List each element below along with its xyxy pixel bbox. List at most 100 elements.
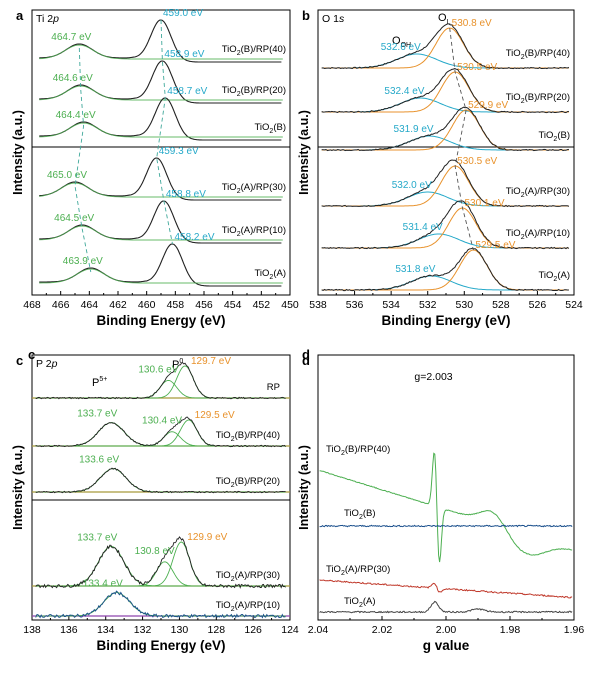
series-label: TiO2(A)	[344, 596, 376, 609]
series-label: TiO2(A)/RP(10)	[216, 600, 280, 613]
o1s-spectrum	[321, 23, 570, 70]
x-tick-label: 536	[346, 299, 364, 311]
x-tick-label: 460	[138, 299, 156, 311]
x-tick-label: 456	[195, 299, 213, 311]
panel-letter: d	[302, 353, 310, 368]
panel-letter: d	[302, 347, 310, 362]
x-axis-label: Binding Energy (eV)	[381, 313, 510, 328]
peak-label: 530.5 eV	[457, 156, 497, 167]
x-tick-label: 136	[60, 624, 78, 636]
x-tick-label: 2.02	[372, 624, 393, 636]
x-tick-label: 1.98	[500, 624, 521, 636]
o1s-oh-fit	[321, 275, 569, 291]
ti2p-spectrum	[39, 60, 282, 104]
p2p-spectrum	[35, 416, 286, 448]
p2p-fit	[35, 379, 286, 399]
series-label: TiO2(A)/RP(10)	[506, 228, 570, 241]
x-tick-label: 464	[81, 299, 99, 311]
guide-line	[156, 19, 173, 245]
series-label: TiO2(B)/RP(20)	[216, 476, 280, 489]
x-tick-label: 126	[244, 624, 262, 636]
x-tick-label: 538	[309, 299, 327, 311]
ti2p-fit	[39, 85, 283, 101]
ti2p-spectrum	[39, 200, 282, 244]
series-label: TiO2(A)	[538, 270, 570, 283]
p2p-spectrum	[35, 467, 286, 494]
x-tick-label: 534	[382, 299, 400, 311]
series-label: TiO2(B)/RP(40)	[222, 44, 286, 57]
series-label: TiO2(A)/RP(30)	[216, 570, 280, 583]
peak-label: 530.5 eV	[457, 62, 497, 73]
ti2p-fit	[39, 122, 283, 138]
peak-label: 532.6 eV	[381, 42, 421, 53]
peak-label: 459.3 eV	[159, 146, 199, 157]
p2p-spectrum	[35, 590, 286, 619]
series-label: TiO2(B)/RP(40)	[216, 430, 280, 443]
series-label: TiO2(B)/RP(20)	[506, 92, 570, 105]
y-axis-label: Intensity (a.u.)	[297, 110, 311, 195]
peak-label: 133.4 eV	[83, 579, 123, 590]
peak-label: 129.5 eV	[195, 410, 235, 421]
series-label: TiO2(B)	[344, 508, 376, 521]
peak-label: 458.9 eV	[164, 49, 204, 60]
ti2p-fit	[39, 182, 283, 198]
x-tick-label: 132	[134, 624, 152, 636]
x-tick-label: 528	[492, 299, 510, 311]
x-tick-label: 524	[565, 299, 583, 311]
peak-label: 532.0 eV	[392, 180, 432, 191]
peak-label: 133.7 eV	[77, 532, 117, 543]
x-tick-label: 468	[23, 299, 41, 311]
x-tick-label: 532	[419, 299, 437, 311]
x-tick-label: 124	[281, 624, 299, 636]
x-tick-label: 2.00	[436, 624, 457, 636]
ti2p-spectrum	[39, 19, 282, 63]
peak-label: 458.2 eV	[174, 232, 214, 243]
y-axis-label: Intensity (a.u.)	[297, 445, 311, 530]
series-label: TiO2(B)/RP(40)	[326, 444, 390, 457]
o1s-lattice-fit	[321, 249, 569, 291]
x-axis-label: Binding Energy (eV)	[96, 313, 225, 328]
peak-label: 130.6 eV	[138, 364, 178, 375]
x-tick-label: 130	[171, 624, 189, 636]
x-tick-label: 454	[224, 299, 242, 311]
series-label: TiO2(B)	[254, 122, 286, 135]
peak-label: 133.6 eV	[79, 455, 119, 466]
series-label: TiO2(B)/RP(40)	[506, 48, 570, 61]
peak-label: 458.8 eV	[166, 189, 206, 200]
series-label: TiO2(A)/RP(30)	[506, 186, 570, 199]
peak-label: 464.7 eV	[51, 32, 91, 43]
x-tick-label: 128	[208, 624, 226, 636]
peak-label: 130.8 eV	[135, 546, 175, 557]
peak-label: 130.4 eV	[142, 416, 182, 427]
peak-label: 459.0 eV	[163, 8, 203, 19]
ti2p-spectrum	[39, 157, 282, 201]
ti2p-fit	[39, 268, 283, 284]
x-tick-label: 1.96	[564, 624, 585, 636]
x-tick-label: 458	[167, 299, 185, 311]
o1s-spectrum	[321, 159, 570, 208]
o1s-lattice-fit	[321, 109, 569, 151]
o1s-spectrum	[321, 106, 569, 152]
guide-line	[74, 47, 92, 273]
peak-label: 529.9 eV	[468, 100, 508, 111]
x-axis-label: Binding Energy (eV)	[96, 638, 225, 653]
peak-label: 531.9 eV	[394, 124, 434, 135]
panel-b-region: O 1s	[322, 13, 345, 25]
panel-a-region: Ti 2p	[36, 13, 59, 25]
panel-letter: c	[28, 347, 35, 362]
peak-label: 458.7 eV	[167, 86, 207, 97]
series-label: TiO2(A)	[254, 268, 286, 281]
peak-label: 529.5 eV	[475, 240, 515, 251]
x-tick-label: 450	[281, 299, 299, 311]
series-label: TiO2(A)/RP(30)	[222, 182, 286, 195]
series-label: TiO2(A)/RP(30)	[326, 564, 390, 577]
series-label: TiO2(A)/RP(10)	[222, 225, 286, 238]
guide-line	[449, 27, 474, 251]
panel-letter: a	[16, 8, 24, 23]
p2p-spectrum	[35, 536, 286, 589]
peak-label: 530.1 eV	[464, 198, 504, 209]
p2p-fit	[35, 541, 286, 587]
y-axis-label: Intensity (a.u.)	[11, 110, 25, 195]
y-axis-label: Intensity (a.u.)	[11, 445, 25, 530]
epr-spectrum	[319, 600, 573, 614]
